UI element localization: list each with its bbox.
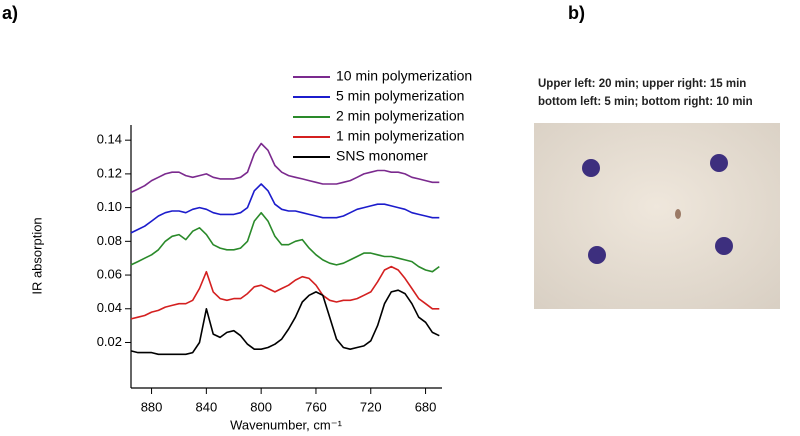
legend-label: 2 min polymerization [336,108,464,124]
series-line [130,265,440,320]
y-tick-label: 0.04 [97,300,122,315]
panel-label: a) [2,3,18,23]
spot [588,246,606,264]
x-tick-label: 800 [250,399,272,414]
legend-label: 5 min polymerization [336,88,464,104]
y-tick-label: 0.06 [97,266,122,281]
photo-caption: bottom left: 5 min; bottom right: 10 min [538,96,753,108]
photo-caption: Upper left: 20 min; upper right: 15 min [538,78,746,90]
y-tick-label: 0.14 [97,132,122,147]
spot [710,154,728,172]
series-line [130,142,440,194]
photo-background [534,123,780,309]
y-tick-label: 0.10 [97,199,122,214]
spot [582,159,600,177]
y-tick-label: 0.12 [97,165,122,180]
x-tick-label: 680 [415,399,437,414]
x-axis-label: Wavenumber, cm⁻¹ [230,417,343,432]
legend-label: 1 min polymerization [336,128,464,144]
y-axis-label: IR absorption [29,217,44,294]
series-line [130,183,440,234]
series-line [130,289,440,356]
series-line [130,211,440,273]
plot: 0.02 0.04 0.06 0.08 0.10 0.12 0.14 880 840 800 760… [97,68,472,415]
spot [715,237,733,255]
legend-label: 10 min polymerization [336,68,472,84]
x-tick-label: 720 [360,399,382,414]
panel-label: b) [568,3,585,23]
y-tick-label: 0.08 [97,233,122,248]
x-tick-label: 840 [196,399,218,414]
y-tick-label: 0.02 [97,334,122,349]
x-tick-label: 880 [141,399,163,414]
legend-label: SNS monomer [336,148,428,164]
speck [675,209,681,219]
photo [534,123,780,309]
x-tick-label: 760 [305,399,327,414]
